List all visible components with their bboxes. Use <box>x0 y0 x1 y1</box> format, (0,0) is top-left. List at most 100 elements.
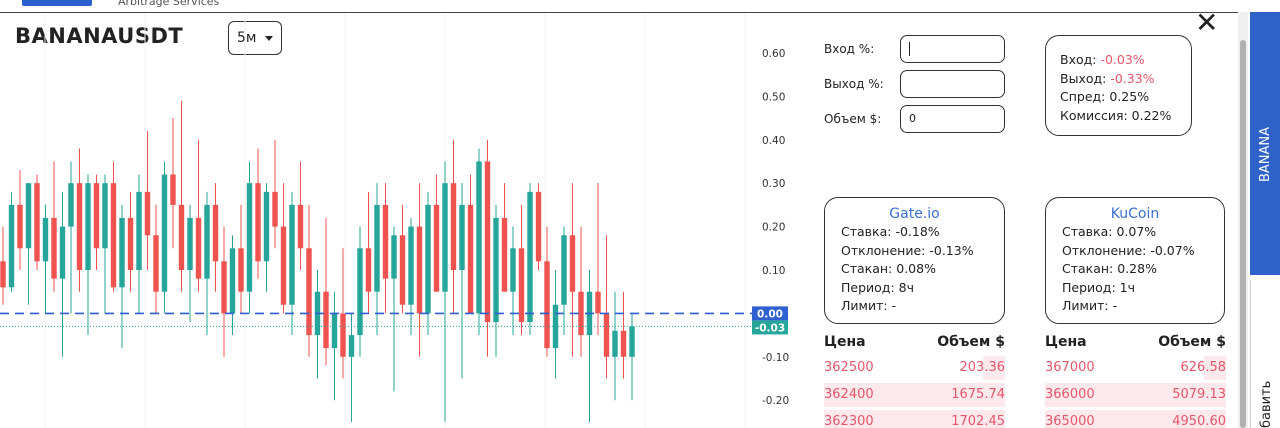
candle-body <box>595 291 601 314</box>
field-input[interactable]: 0 <box>900 105 1005 133</box>
field-label: Выход %: <box>824 77 884 91</box>
exchange-row: Отклонение: -0.07% <box>1062 242 1224 261</box>
candle-body <box>272 191 278 227</box>
summary-label: Выход: <box>1060 70 1107 86</box>
depth-bar <box>824 410 1005 428</box>
candle-body <box>127 217 134 270</box>
close-button[interactable]: ✕ <box>1195 6 1219 39</box>
exchange-label: Период: <box>1062 279 1116 295</box>
order-volume: 1702.45 <box>951 414 1005 428</box>
exchange-value: 0.28% <box>1117 261 1157 276</box>
candle-body <box>603 313 610 357</box>
exchange-row: Лимит: - <box>841 297 1004 316</box>
candle-body <box>629 326 635 357</box>
tab-active[interactable]: BANANA <box>1250 12 1280 275</box>
y-tick-label: 0.50 <box>762 91 785 103</box>
candle-body <box>102 183 108 249</box>
candle-body <box>195 217 202 279</box>
last-price-label: -0.03 <box>755 322 785 334</box>
exchange-row: Отклонение: -0.13% <box>841 242 1004 261</box>
candle-body <box>34 183 40 262</box>
exchange-label: Лимит: <box>1062 298 1109 313</box>
exchange-value: -0.07% <box>1150 242 1195 258</box>
exchange-label: Отклонение: <box>841 242 926 258</box>
summary-line: Вход: -0.03% <box>1060 51 1191 70</box>
candle-body <box>374 204 380 292</box>
candle-body <box>93 183 100 249</box>
exchange-value: - <box>1112 298 1118 313</box>
candle-body <box>59 226 66 279</box>
tab-label: бавить <box>1259 380 1274 428</box>
candle-body <box>382 204 389 279</box>
y-tick-label: 0.10 <box>762 265 785 277</box>
candle-body <box>544 261 550 349</box>
candle-body <box>119 217 125 288</box>
order-price: 367000 <box>1045 360 1095 375</box>
summary-value: -0.03% <box>1100 52 1145 67</box>
candle-body <box>535 191 542 262</box>
candle-body <box>561 235 567 305</box>
exchange-name: KuCoin <box>1110 206 1160 222</box>
summary-line: Спред: 0.25% <box>1060 88 1191 107</box>
exchange-value: 0.07% <box>1116 224 1157 239</box>
candle-body <box>365 248 372 292</box>
exchange-label: Стакан: <box>1062 261 1114 276</box>
candle-body <box>442 183 448 292</box>
exchange-card: Gate.io Ставка: -0.18% Отклонение: -0.13% С… <box>824 197 1005 324</box>
exchange-row: Период: 1ч <box>1062 279 1224 298</box>
field-input[interactable] <box>900 35 1005 63</box>
candle-body <box>297 204 304 249</box>
depth-bar <box>824 383 1005 407</box>
candle-body <box>612 330 618 357</box>
candle-body <box>255 183 261 262</box>
candle-body <box>170 174 176 205</box>
order-price: 362300 <box>824 414 874 428</box>
candle-body <box>85 183 91 270</box>
candle-body <box>416 226 423 314</box>
exchange-value: - <box>891 298 897 313</box>
entry-label: 0.00 <box>757 308 783 320</box>
orderbook-header: Цена <box>1045 334 1087 350</box>
candle-body <box>187 217 193 270</box>
candle-body <box>331 313 338 349</box>
interval-select[interactable]: 5м <box>228 21 282 55</box>
candle-body <box>391 235 397 279</box>
y-tick-label: 0.40 <box>762 135 785 147</box>
candle-body <box>221 261 227 314</box>
exchange-label: Ставка: <box>1062 224 1113 239</box>
candle-body <box>68 183 74 227</box>
order-price: 362400 <box>824 387 874 402</box>
exchange-label: Стакан: <box>841 261 893 276</box>
order-price: 362500 <box>824 360 874 375</box>
exchange-row: Лимит: - <box>1062 297 1224 316</box>
orderbook-header: Цена <box>824 334 866 350</box>
candle-body <box>620 330 627 357</box>
y-tick-label: 0.20 <box>762 222 785 234</box>
candle-body <box>17 204 23 249</box>
candle-body <box>476 161 482 314</box>
candle-body <box>518 248 525 323</box>
candle-body <box>212 204 219 262</box>
candle-body <box>306 248 312 336</box>
y-tick-label: -0.10 <box>762 352 789 364</box>
candle-body <box>110 183 117 288</box>
exchange-label: Лимит: <box>841 298 888 313</box>
field-input[interactable] <box>900 70 1005 98</box>
exchange-value: 8ч <box>898 279 914 295</box>
candle-body <box>323 291 329 349</box>
entry-badge <box>752 306 788 321</box>
scroll-thumb[interactable] <box>1240 40 1246 428</box>
order-price: 365000 <box>1045 414 1095 428</box>
symbol: BANANAUSDT <box>15 24 184 48</box>
candle-body <box>578 291 584 336</box>
field-label: Объем $: <box>824 112 882 126</box>
summary-value: -0.33% <box>1110 70 1155 86</box>
candle-body <box>51 217 57 279</box>
orderbook-header: Объем $ <box>937 334 1005 350</box>
candle-body <box>144 191 151 236</box>
tab[interactable]: бавить <box>1250 280 1280 428</box>
order-volume: 4950.60 <box>1172 414 1226 428</box>
candle-body <box>357 248 363 336</box>
summary-label: Вход: <box>1060 52 1097 67</box>
